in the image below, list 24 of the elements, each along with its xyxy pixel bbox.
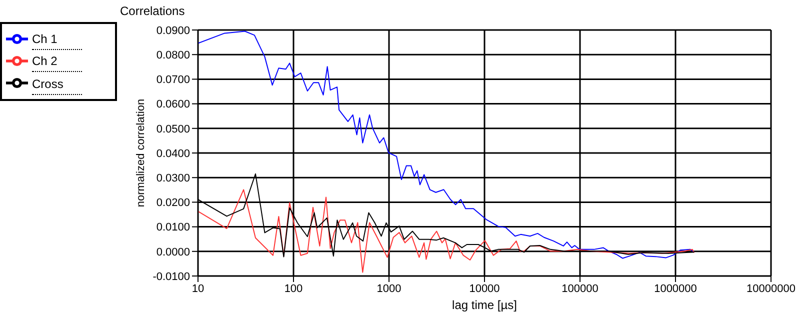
legend-label: Ch 2 <box>32 51 82 72</box>
y-tick-label: 0.0800 <box>156 50 190 62</box>
x-tick-label: 10000000 <box>746 282 796 295</box>
x-tick-label: 100 <box>284 282 303 295</box>
x-tick-label: 10 <box>192 282 204 295</box>
y-tick-label: 0.0500 <box>156 123 190 136</box>
y-axis-title: normalized correlation <box>134 98 147 208</box>
y-tick-label: -0.0100 <box>152 270 190 283</box>
y-tick-label: 0.0600 <box>156 98 190 111</box>
x-axis-title: lag time [µs] <box>452 298 517 312</box>
legend-label: Ch 1 <box>32 29 82 50</box>
chart-title: Correlations <box>120 4 185 18</box>
y-tick-label: 0.0900 <box>156 24 190 37</box>
y-tick-label: 0.0200 <box>156 197 190 210</box>
x-tick-label: 1000 <box>376 282 402 295</box>
legend-label: Cross <box>32 74 82 95</box>
x-tick-label: 10000 <box>469 282 500 295</box>
y-tick-label: 0.0400 <box>156 148 190 160</box>
y-tick-label: 0.0100 <box>156 222 190 234</box>
x-tick-label: 1000000 <box>654 282 697 295</box>
y-tick-label: 0.0000 <box>156 246 190 258</box>
x-tick-label: 100000 <box>562 282 598 295</box>
y-tick-label: 0.0300 <box>156 172 190 185</box>
y-tick-label: 0.0700 <box>156 74 190 86</box>
